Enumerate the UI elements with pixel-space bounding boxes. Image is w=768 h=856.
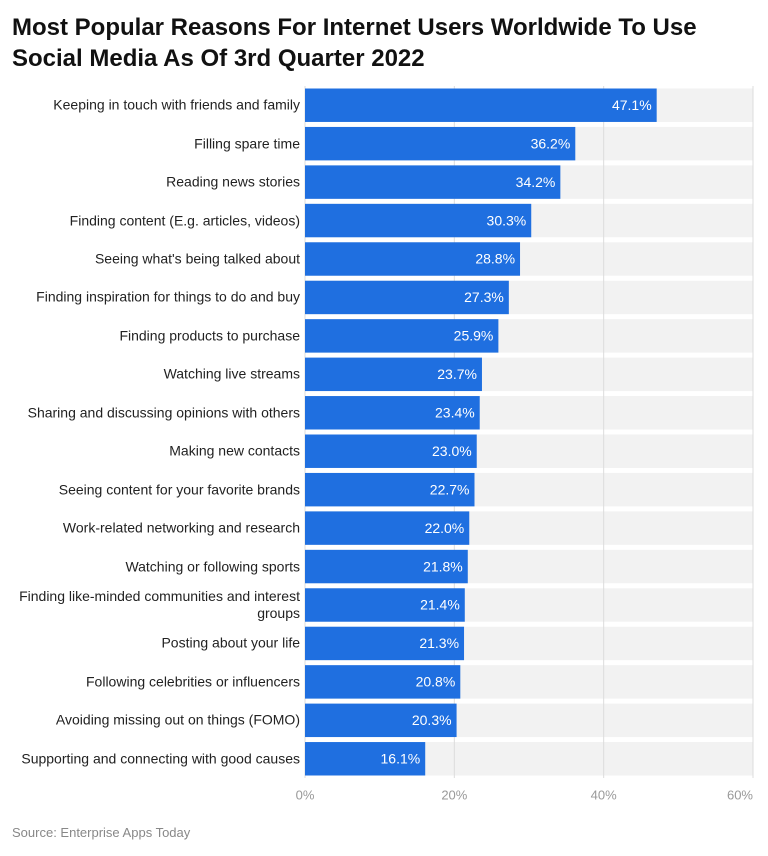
y-tick-label: Finding inspiration for things to do and…: [36, 288, 300, 305]
value-label: 34.2%: [516, 174, 556, 190]
x-tick-label: 0%: [296, 787, 315, 802]
y-tick-label: Watching or following sports: [125, 558, 300, 575]
value-label: 36.2%: [531, 135, 571, 151]
value-label: 16.1%: [381, 750, 421, 766]
y-tick-label: Seeing content for your favorite brands: [58, 481, 300, 498]
bar: [305, 511, 470, 545]
y-tick-label: Work-related networking and research: [62, 519, 300, 536]
value-label: 27.3%: [464, 289, 504, 305]
value-label: 22.7%: [430, 481, 470, 497]
y-tick-label: Making new contacts: [169, 442, 300, 459]
y-tick-label: Finding content (E.g. articles, videos): [69, 212, 300, 229]
x-tick-label: 20%: [441, 787, 467, 802]
bar: [305, 88, 657, 122]
source: Source: Enterprise Apps Today: [12, 825, 191, 840]
bar: [305, 703, 457, 738]
value-label: 21.4%: [420, 597, 460, 613]
bar: [305, 396, 480, 430]
value-label: 21.8%: [423, 558, 463, 574]
x-tick-label: 60%: [727, 787, 753, 802]
value-label: 47.1%: [612, 97, 652, 113]
value-label: 20.3%: [412, 712, 452, 728]
bar: [305, 472, 475, 507]
y-tick-label: Avoiding missing out on things (FOMO): [55, 711, 300, 728]
value-label: 25.9%: [454, 328, 494, 344]
bar: [305, 434, 477, 468]
bar: [305, 242, 521, 276]
y-tick-label: Sharing and discussing opinions with oth…: [27, 404, 300, 421]
y-tick-label: Seeing what's being talked about: [94, 250, 300, 267]
y-tick-label: Finding products to purchase: [119, 327, 300, 344]
bar: [305, 626, 465, 661]
value-label: 23.7%: [437, 366, 477, 382]
bar: [305, 165, 561, 199]
bar: [305, 588, 465, 622]
value-label: 23.4%: [435, 404, 475, 420]
chart-title: Most Popular Reasons For Internet Users …: [12, 14, 697, 72]
value-label: 20.8%: [416, 674, 456, 690]
bar: [305, 319, 499, 353]
value-label: 23.0%: [432, 443, 472, 459]
value-label: 28.8%: [475, 251, 515, 267]
y-tick-label: Following celebrities or influencers: [86, 673, 300, 690]
value-label: 30.3%: [487, 212, 527, 228]
y-tick-label: Supporting and connecting with good caus…: [21, 750, 300, 767]
bar: [305, 742, 426, 776]
bar: [305, 203, 532, 238]
bar: [305, 126, 576, 161]
y-tick-label: Finding like-minded communities and inte…: [19, 588, 300, 621]
bar: [305, 357, 482, 392]
y-tick-label: Reading news stories: [166, 173, 300, 190]
bar: [305, 665, 461, 699]
y-tick-label: Watching live streams: [163, 365, 300, 382]
y-tick-label: Posting about your life: [161, 634, 300, 651]
x-tick-label: 40%: [591, 787, 617, 802]
bar: [305, 280, 509, 315]
y-tick-label: Keeping in touch with friends and family: [53, 96, 300, 113]
bar: [305, 549, 468, 584]
value-label: 22.0%: [425, 520, 465, 536]
value-label: 21.3%: [419, 635, 459, 651]
y-tick-label: Filling spare time: [194, 135, 300, 152]
